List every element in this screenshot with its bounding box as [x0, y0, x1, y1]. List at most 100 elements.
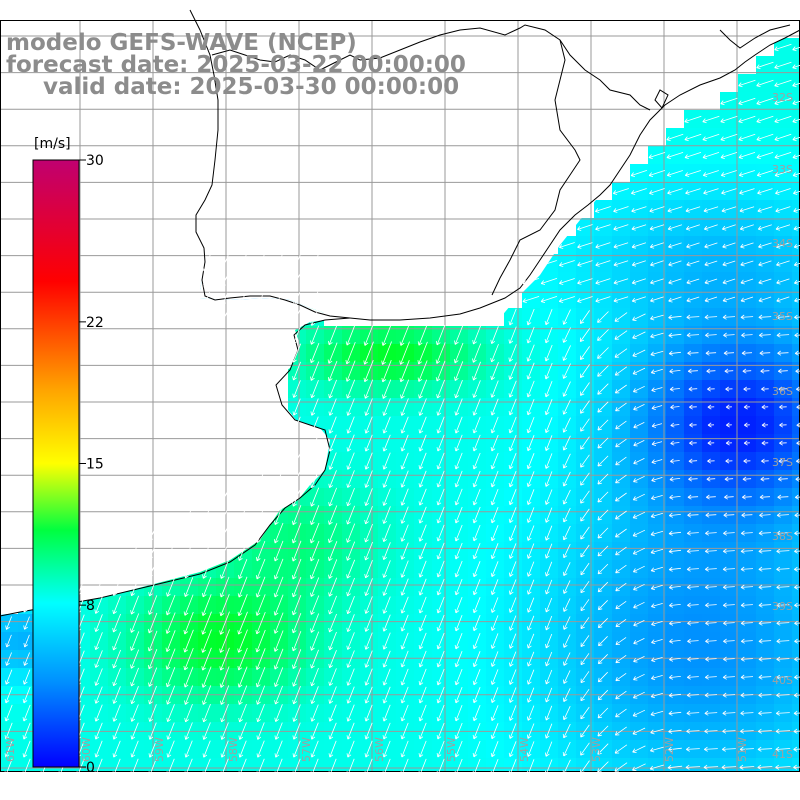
wind-arrow [418, 758, 427, 776]
wind-arrow [704, 242, 718, 249]
wind-arrow [774, 79, 792, 88]
wind-arrow [707, 440, 715, 446]
wind-arrow [721, 764, 737, 770]
wind-cell [792, 38, 800, 56]
wind-arrow [364, 596, 373, 614]
wind-arrow [508, 507, 517, 524]
wind-arrow [400, 398, 409, 416]
wind-arrow [633, 638, 645, 645]
wind-arrow [759, 494, 771, 500]
wind-arrow [184, 506, 193, 524]
wind-arrow [650, 350, 664, 357]
wind-arrow [130, 578, 139, 597]
wind-arrow [707, 404, 715, 410]
wind-arrow [668, 548, 682, 554]
wind-arrow [779, 422, 787, 428]
wind-arrow [684, 115, 702, 124]
wind-arrow [454, 560, 463, 578]
wind-arrow [666, 152, 684, 159]
wind-arrow [774, 115, 792, 124]
wind-arrow [563, 616, 571, 630]
wind-arrow [724, 476, 734, 482]
wind-vectors [4, 43, 800, 776]
wind-arrow [255, 629, 266, 653]
wind-arrow [544, 453, 553, 469]
forecast-date: forecast date: 2025-03-22 00:00:00 [6, 52, 466, 78]
wind-arrow [632, 709, 646, 717]
wind-arrow [382, 614, 391, 632]
wind-cell [792, 164, 800, 182]
wind-arrow [328, 398, 337, 416]
wind-arrow [725, 440, 732, 446]
wind-arrow [689, 422, 697, 428]
wind-arrow [703, 764, 719, 770]
colorbar-tick-label: 15 [86, 457, 104, 473]
wind-arrow [761, 440, 769, 446]
wind-arrow [562, 525, 571, 541]
wind-arrow [580, 346, 590, 360]
wind-arrow [720, 97, 738, 106]
wind-arrow [758, 296, 772, 303]
wind-arrow [220, 758, 229, 776]
wind-arrow [614, 762, 628, 772]
wind-arrow [740, 296, 754, 303]
wind-arrow [577, 242, 593, 249]
wind-arrow [722, 278, 736, 285]
wind-arrow [613, 260, 629, 267]
wind-arrow [490, 380, 499, 398]
wind-arrow [436, 668, 445, 686]
wind-arrow [436, 470, 445, 488]
wind-arrow [148, 560, 157, 579]
wind-arrow [490, 597, 499, 613]
wind-arrow [112, 649, 121, 669]
wind-arrow [220, 523, 229, 543]
lon-label: 52W [663, 737, 676, 762]
wind-arrow [614, 366, 628, 376]
wind-arrow [130, 542, 139, 560]
wind-arrow [544, 309, 553, 326]
wind-arrow [705, 332, 717, 338]
wind-arrow [615, 420, 627, 430]
lon-label: 55W [445, 737, 458, 762]
wind-arrow [382, 650, 391, 668]
wind-arrow [757, 764, 773, 770]
wind-arrow [346, 668, 355, 686]
wind-arrow [310, 470, 319, 489]
wind-arrow [5, 634, 12, 648]
wind-arrow [436, 379, 445, 399]
wind-arrow [309, 540, 320, 562]
wind-arrow [651, 639, 663, 645]
wind-arrow [418, 650, 427, 668]
wind-arrow [400, 506, 409, 524]
wind-arrow [650, 314, 664, 321]
wind-arrow [758, 566, 772, 572]
wind-arrow [743, 458, 751, 464]
wind-arrow [256, 740, 265, 758]
wind-arrow [597, 311, 609, 323]
wind-arrow [580, 310, 590, 324]
wind-arrow [508, 651, 517, 667]
wind-arrow [774, 61, 792, 70]
wind-arrow [257, 293, 264, 305]
wind-arrow [346, 596, 355, 615]
wind-arrow [255, 576, 266, 598]
wind-arrow [669, 656, 681, 662]
wind-arrow [165, 666, 176, 688]
wind-arrow [472, 687, 481, 704]
wind-arrow [776, 602, 790, 608]
wind-arrow [508, 561, 517, 577]
wind-arrow [508, 705, 517, 721]
wind-arrow [94, 722, 103, 740]
wind-arrow [563, 670, 571, 684]
wind-arrow [472, 561, 481, 578]
wind-arrow [274, 685, 283, 705]
wind-arrow [686, 278, 700, 285]
wind-arrow [364, 470, 373, 488]
wind-arrow [743, 440, 750, 446]
wind-arrow [274, 470, 283, 489]
wind-arrow [381, 359, 392, 383]
wind-arrow [545, 687, 553, 703]
wind-arrow [22, 722, 31, 740]
wind-arrow [580, 382, 590, 396]
wind-arrow [400, 632, 409, 650]
